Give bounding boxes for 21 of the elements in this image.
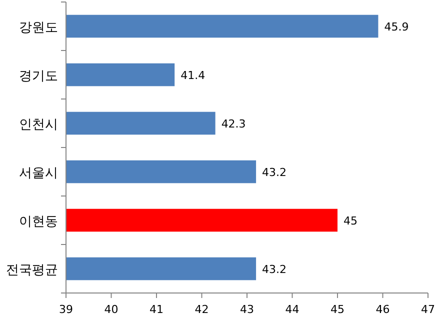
data-label: 45.9 (384, 20, 409, 34)
y-tick-label: 강원도 (19, 20, 58, 36)
data-label: 42.3 (221, 117, 246, 130)
data-label: 41.4 (180, 68, 206, 82)
x-tick-label: 45 (330, 303, 344, 316)
y-tick-label: 인천시 (19, 117, 58, 132)
x-tick-label: 44 (285, 303, 300, 316)
y-tick-label: 전국평균 (6, 262, 58, 278)
y-tick-label: 이현동 (19, 214, 58, 230)
x-tick-label: 41 (150, 303, 164, 316)
y-tick-label: 경기도 (19, 68, 58, 84)
x-tick-label: 40 (104, 303, 118, 316)
data-label: 43.2 (262, 166, 287, 179)
data-label: 43.2 (262, 262, 287, 276)
x-tick-label: 39 (59, 303, 73, 316)
x-tick-label: 47 (421, 303, 435, 316)
x-tick-label: 43 (240, 303, 254, 316)
x-tick-label: 42 (194, 303, 209, 316)
y-tick-label: 서울시 (19, 166, 58, 181)
data-label: 45 (344, 214, 358, 228)
x-tick-label: 46 (376, 303, 390, 316)
